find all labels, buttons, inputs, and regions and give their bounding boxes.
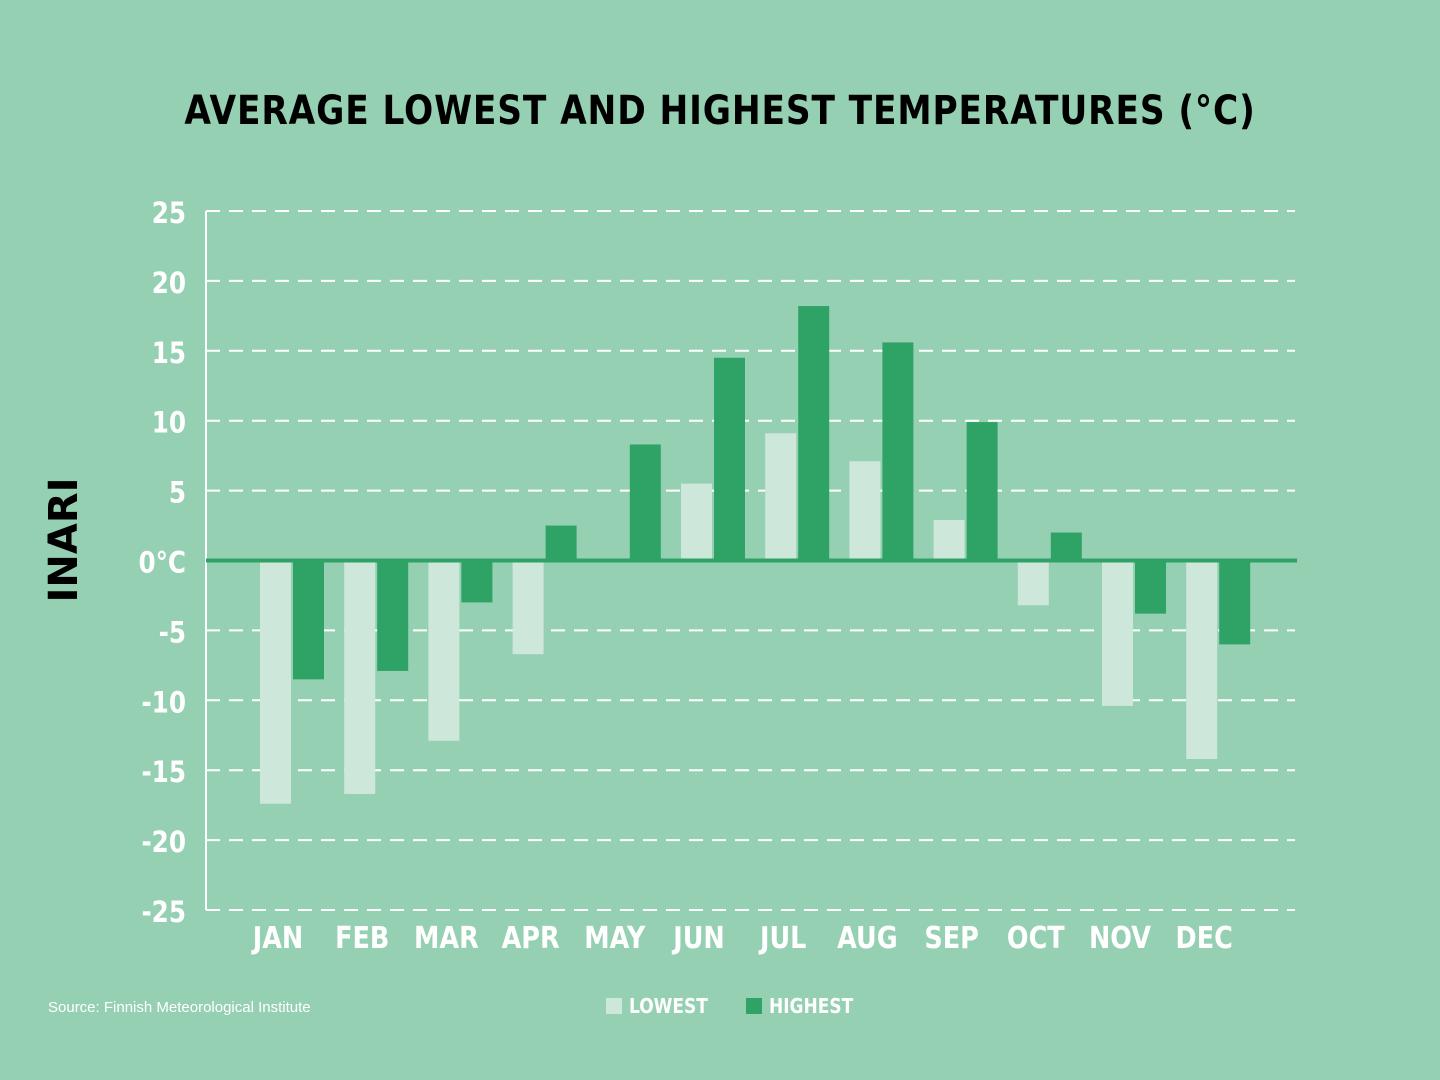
y-tick-label: -5 — [159, 617, 186, 650]
y-tick-label: -25 — [141, 896, 186, 929]
bar-highest-jan — [293, 560, 324, 680]
bar-highest-sep — [966, 422, 998, 561]
x-tick-label: FEB — [335, 920, 389, 956]
bar-lowest-jul — [765, 433, 797, 561]
x-tick-label: JUL — [758, 920, 806, 956]
x-tick-label: DEC — [1176, 920, 1233, 956]
y-tick-label: 15 — [152, 337, 186, 370]
source-note: Source: Finnish Meteorological Institute — [48, 999, 311, 1016]
bar-highest-feb — [377, 560, 409, 671]
legend-label-highest: HIGHEST — [768, 994, 854, 1018]
bar-lowest-nov — [1102, 560, 1133, 706]
x-tick-label: MAR — [414, 920, 479, 956]
legend-item-lowest: LOWEST — [606, 994, 722, 1018]
bar-highest-jul — [798, 306, 830, 561]
bar-highest-may — [629, 444, 661, 561]
bar-highest-dec — [1219, 560, 1251, 645]
x-tick-label: OCT — [1007, 920, 1065, 956]
legend-swatch-lowest — [606, 998, 622, 1014]
y-tick-label: 10 — [152, 407, 186, 440]
bar-lowest-dec — [1186, 560, 1218, 760]
bar-lowest-mar — [428, 560, 460, 741]
legend-item-highest: HIGHEST — [745, 994, 868, 1018]
x-tick-label: NOV — [1089, 920, 1151, 956]
y-tick-label: 0°C — [138, 547, 186, 580]
bar-lowest-feb — [344, 560, 376, 794]
x-tick-label: JAN — [251, 920, 303, 956]
chart-title: AVERAGE LOWEST AND HIGHEST TEMPERATURES … — [184, 88, 1256, 134]
bar-lowest-oct — [1017, 560, 1049, 606]
bar-lowest-jan — [260, 560, 291, 804]
y-tick-label: -15 — [141, 756, 186, 789]
x-tick-label: JUN — [671, 920, 724, 956]
bar-lowest-aug — [849, 461, 881, 561]
legend-label-lowest: LOWEST — [629, 994, 708, 1018]
bar-highest-nov — [1135, 560, 1166, 614]
y-tick-label: -20 — [141, 826, 186, 859]
bar-lowest-sep — [933, 519, 965, 561]
bar-highest-oct — [1050, 532, 1082, 561]
bar-highest-apr — [545, 525, 577, 561]
bar-lowest-jun — [681, 483, 712, 561]
legend: LOWEST HIGHEST — [606, 994, 892, 1018]
y-tick-label: -10 — [141, 686, 186, 719]
y-tick-label: 5 — [169, 477, 186, 510]
x-tick-label: MAY — [584, 920, 646, 956]
bar-highest-jun — [714, 357, 745, 561]
x-tick-label: AUG — [837, 920, 898, 956]
x-tick-label: APR — [502, 920, 560, 956]
y-tick-label: 25 — [152, 197, 186, 230]
x-tick-label: SEP — [924, 920, 978, 956]
legend-swatch-highest — [745, 998, 762, 1014]
bar-highest-aug — [882, 342, 914, 561]
bar-highest-mar — [461, 560, 493, 603]
y-tick-label: 20 — [152, 267, 186, 300]
bar-lowest-apr — [512, 560, 544, 655]
